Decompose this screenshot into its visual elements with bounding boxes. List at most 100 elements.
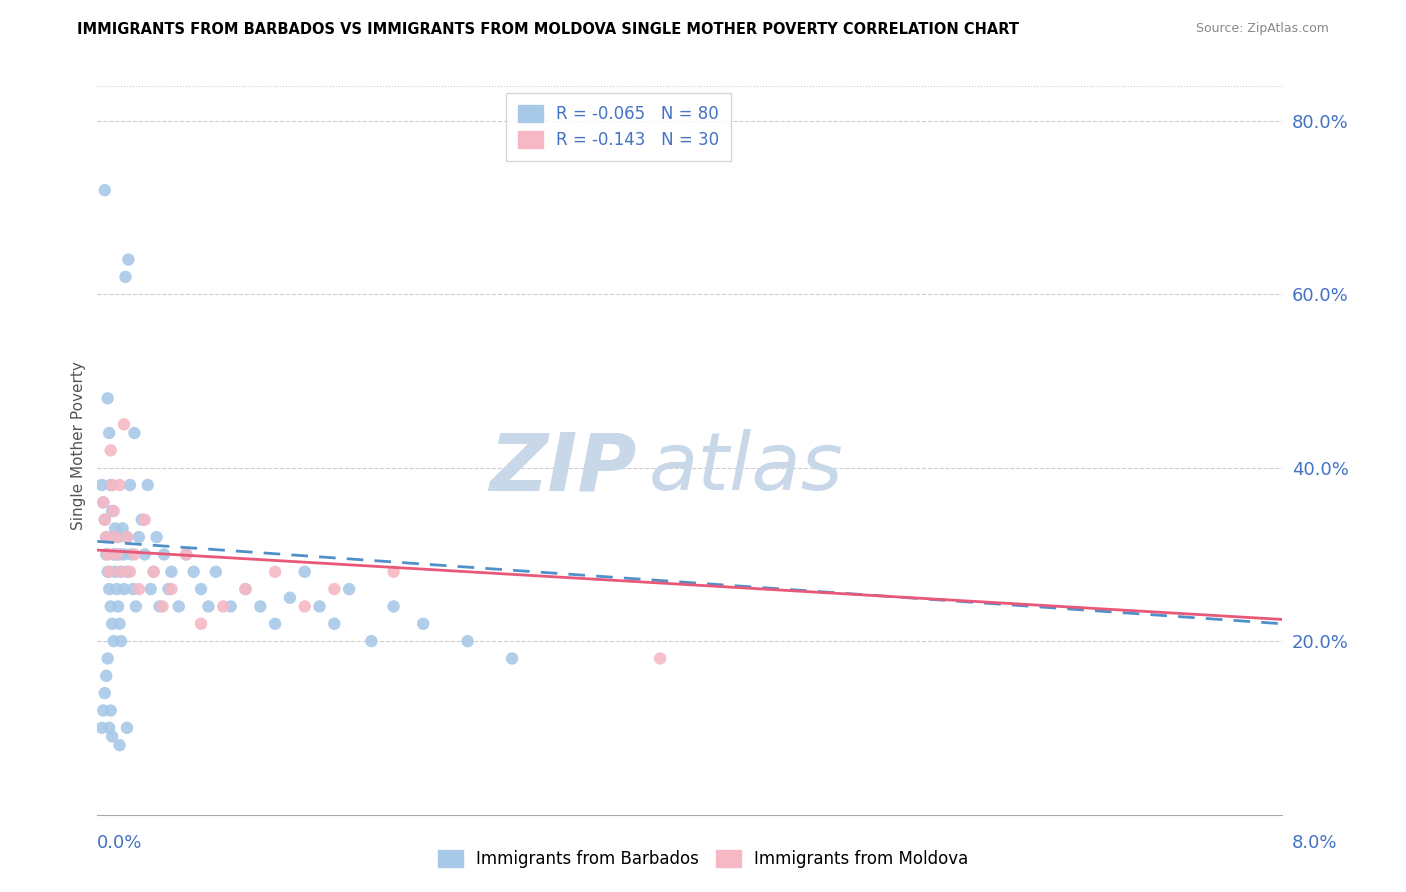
Point xyxy=(98,721,121,735)
Point xyxy=(412,616,434,631)
Point xyxy=(108,478,131,492)
Point xyxy=(96,669,118,683)
Point xyxy=(100,704,122,718)
Point xyxy=(103,634,125,648)
Point xyxy=(107,530,129,544)
Point xyxy=(235,582,257,596)
Point xyxy=(183,565,205,579)
Point xyxy=(115,530,138,544)
Point xyxy=(134,548,156,562)
Point xyxy=(160,582,183,596)
Point xyxy=(125,599,148,614)
Point xyxy=(157,582,180,596)
Point xyxy=(235,582,257,596)
Point xyxy=(97,565,120,579)
Point xyxy=(152,599,174,614)
Point xyxy=(107,599,129,614)
Point xyxy=(120,548,142,562)
Point xyxy=(105,548,128,562)
Point xyxy=(145,530,167,544)
Point xyxy=(112,582,135,596)
Point xyxy=(91,704,114,718)
Point xyxy=(97,651,120,665)
Point xyxy=(153,548,176,562)
Point xyxy=(98,565,121,579)
Point xyxy=(91,495,114,509)
Point xyxy=(110,634,132,648)
Text: 8.0%: 8.0% xyxy=(1292,834,1337,852)
Point xyxy=(190,582,212,596)
Point xyxy=(101,616,124,631)
Point xyxy=(115,530,138,544)
Point xyxy=(148,599,170,614)
Point xyxy=(100,599,122,614)
Point xyxy=(108,738,131,752)
Point xyxy=(98,582,121,596)
Point xyxy=(131,513,153,527)
Point xyxy=(108,548,131,562)
Point xyxy=(105,582,128,596)
Point xyxy=(94,183,117,197)
Point xyxy=(174,548,197,562)
Legend: Immigrants from Barbados, Immigrants from Moldova: Immigrants from Barbados, Immigrants fro… xyxy=(429,842,977,877)
Point xyxy=(104,565,127,579)
Point xyxy=(114,269,136,284)
Point xyxy=(337,582,360,596)
Point xyxy=(294,599,316,614)
Point xyxy=(112,417,135,432)
Point xyxy=(103,548,125,562)
Point xyxy=(650,651,672,665)
Point xyxy=(294,565,316,579)
Point xyxy=(160,565,183,579)
Point xyxy=(101,504,124,518)
Point xyxy=(167,599,190,614)
Point xyxy=(219,599,242,614)
Point xyxy=(91,495,114,509)
Point xyxy=(124,548,146,562)
Point xyxy=(323,616,346,631)
Point xyxy=(136,478,159,492)
Point xyxy=(112,548,135,562)
Point xyxy=(118,565,141,579)
Point xyxy=(501,651,523,665)
Point xyxy=(308,599,330,614)
Point xyxy=(94,513,117,527)
Point xyxy=(94,686,117,700)
Point xyxy=(128,530,150,544)
Point xyxy=(382,599,405,614)
Point xyxy=(360,634,382,648)
Text: 0.0%: 0.0% xyxy=(97,834,142,852)
Point xyxy=(278,591,301,605)
Point xyxy=(115,721,138,735)
Point xyxy=(97,548,120,562)
Y-axis label: Single Mother Poverty: Single Mother Poverty xyxy=(72,361,86,531)
Point xyxy=(100,443,122,458)
Point xyxy=(96,548,118,562)
Point xyxy=(134,513,156,527)
Point xyxy=(457,634,479,648)
Point xyxy=(97,392,120,406)
Point xyxy=(174,548,197,562)
Point xyxy=(104,521,127,535)
Point xyxy=(118,478,141,492)
Point xyxy=(100,478,122,492)
Point xyxy=(96,530,118,544)
Point xyxy=(90,721,112,735)
Point xyxy=(264,616,287,631)
Point xyxy=(101,530,124,544)
Point xyxy=(128,582,150,596)
Point xyxy=(104,530,127,544)
Point xyxy=(117,252,139,267)
Point xyxy=(122,582,145,596)
Point xyxy=(212,599,235,614)
Point xyxy=(98,425,121,440)
Text: Source: ZipAtlas.com: Source: ZipAtlas.com xyxy=(1195,22,1329,36)
Text: ZIP: ZIP xyxy=(489,429,637,508)
Point xyxy=(105,548,128,562)
Point xyxy=(142,565,165,579)
Point xyxy=(110,565,132,579)
Point xyxy=(90,478,112,492)
Point xyxy=(96,530,118,544)
Point xyxy=(139,582,162,596)
Point xyxy=(108,616,131,631)
